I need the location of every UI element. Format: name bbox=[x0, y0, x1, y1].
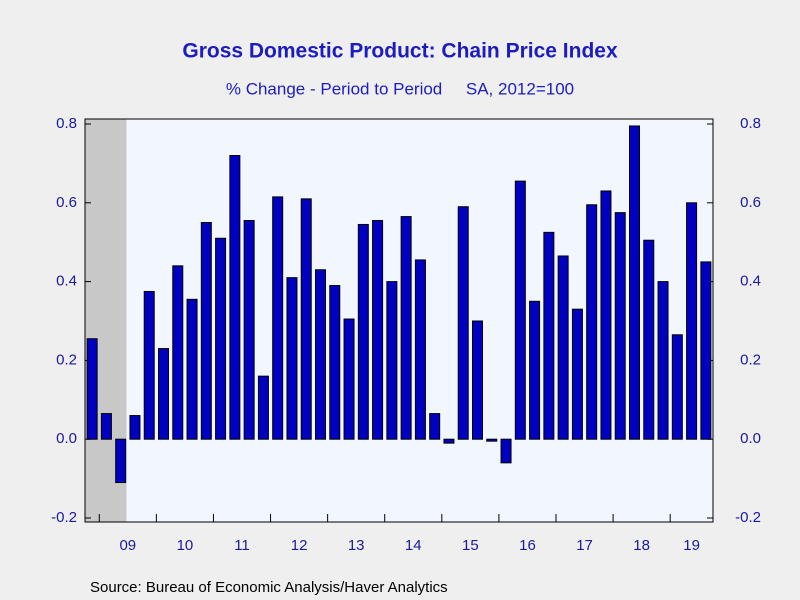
bar bbox=[357, 223, 369, 440]
bar bbox=[186, 298, 198, 440]
y-tick-label: -0.2 bbox=[51, 509, 77, 526]
bar bbox=[500, 438, 512, 464]
bar bbox=[671, 334, 683, 440]
bar bbox=[700, 261, 712, 440]
x-tick-label: 09 bbox=[119, 537, 136, 554]
y2-tick-label: 0.4 bbox=[740, 273, 761, 290]
x-tick-label: 13 bbox=[348, 537, 365, 554]
y-tick-label: 0.4 bbox=[56, 273, 77, 290]
x-tick-label: 19 bbox=[683, 537, 700, 554]
bar bbox=[686, 202, 698, 440]
bar bbox=[557, 255, 569, 440]
bar bbox=[400, 216, 412, 440]
bar bbox=[600, 190, 612, 440]
bar bbox=[343, 318, 355, 440]
x-tick-label: 12 bbox=[291, 537, 308, 554]
bar bbox=[115, 438, 127, 484]
bar bbox=[286, 277, 298, 440]
x-tick-label: 11 bbox=[234, 537, 250, 554]
bar bbox=[543, 231, 555, 440]
bar bbox=[243, 220, 255, 440]
y2-tick-label: 0.0 bbox=[740, 430, 761, 447]
bar bbox=[386, 281, 398, 440]
y-tick-label: 0.8 bbox=[56, 115, 77, 132]
bar bbox=[257, 375, 269, 440]
bar bbox=[657, 281, 669, 440]
bar bbox=[229, 155, 241, 440]
y2-tick-label: -0.2 bbox=[735, 509, 761, 526]
bar bbox=[100, 413, 112, 440]
bar bbox=[571, 308, 583, 440]
bar bbox=[643, 239, 655, 440]
y2-tick-label: 0.8 bbox=[740, 115, 761, 132]
bar bbox=[372, 220, 384, 440]
bar bbox=[486, 438, 498, 442]
y-tick-label: 0.0 bbox=[56, 430, 77, 447]
y-tick-label: 0.2 bbox=[56, 351, 77, 368]
bar bbox=[414, 259, 426, 440]
x-tick-label: 14 bbox=[405, 537, 422, 554]
x-tick-label: 18 bbox=[633, 537, 650, 554]
x-tick-label: 17 bbox=[576, 537, 593, 554]
x-tick-label: 15 bbox=[462, 537, 479, 554]
bar bbox=[86, 338, 98, 440]
bar bbox=[315, 269, 326, 440]
y2-tick-label: 0.2 bbox=[740, 351, 761, 368]
chart-subtitle: % Change - Period to Period SA, 2012=100 bbox=[226, 79, 574, 98]
bar bbox=[158, 348, 169, 440]
bar bbox=[129, 415, 141, 440]
bar bbox=[629, 125, 640, 440]
chart-title: Gross Domestic Product: Chain Price Inde… bbox=[182, 40, 618, 63]
y2-tick-label: 0.6 bbox=[740, 194, 761, 211]
bar bbox=[329, 285, 341, 440]
bar bbox=[457, 206, 469, 440]
bar bbox=[443, 438, 455, 444]
bar bbox=[172, 265, 184, 440]
bar bbox=[215, 237, 227, 440]
bar bbox=[272, 196, 284, 440]
bar bbox=[514, 180, 526, 440]
bar bbox=[143, 290, 155, 440]
bar bbox=[300, 198, 312, 440]
bar bbox=[529, 300, 541, 440]
bar bbox=[200, 222, 212, 440]
y-tick-label: 0.6 bbox=[56, 194, 77, 211]
bar bbox=[586, 204, 598, 440]
bar bbox=[429, 413, 441, 440]
bar bbox=[472, 320, 483, 440]
bar bbox=[614, 212, 626, 440]
x-tick-label: 10 bbox=[177, 537, 194, 554]
source-note: Source: Bureau of Economic Analysis/Have… bbox=[90, 579, 448, 596]
x-tick-label: 16 bbox=[519, 537, 536, 554]
